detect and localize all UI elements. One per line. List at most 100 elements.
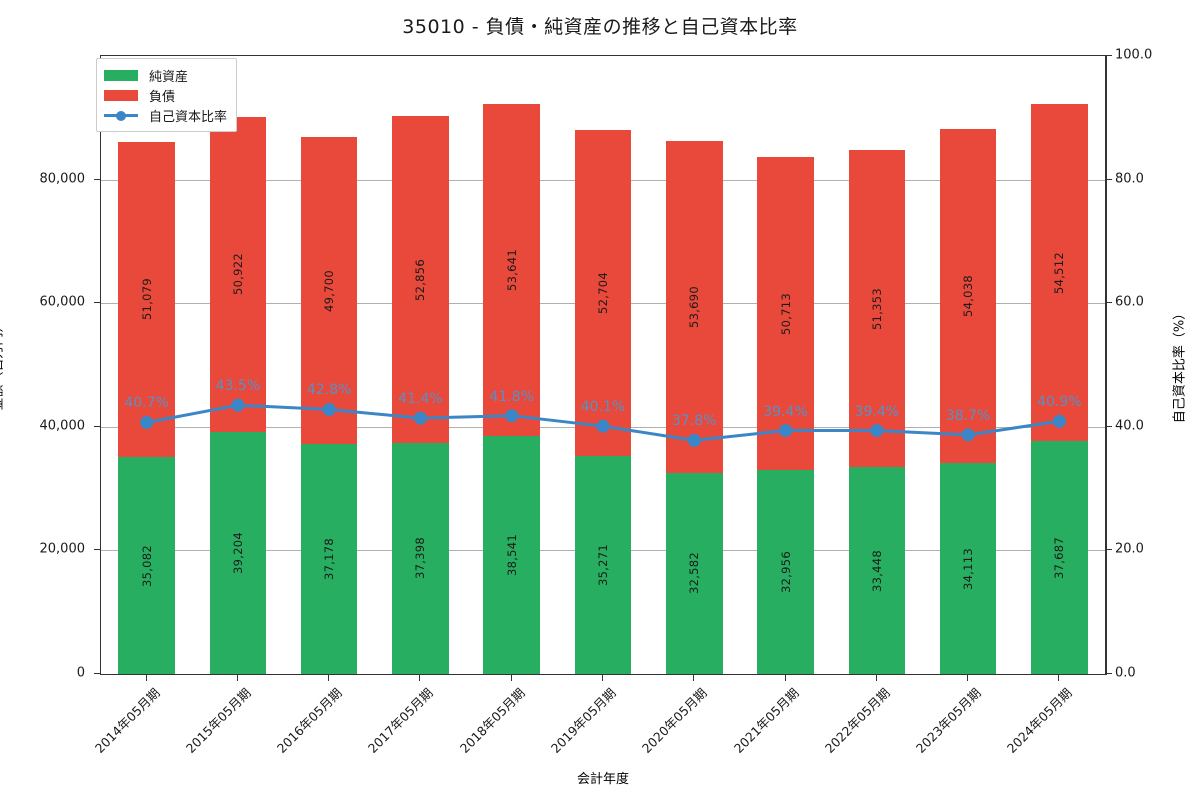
x-axis-tick-label: 2023年05月期 (912, 685, 984, 756)
x-axis-tick-mark (1058, 675, 1060, 681)
x-axis-tick-label: 2024年05月期 (1004, 685, 1076, 756)
x-axis-tick-mark (328, 675, 330, 681)
y-axis-right-tick-mark (1106, 425, 1112, 427)
bar-segment-debt[interactable]: 51,353 (848, 149, 906, 468)
y-axis-right-tick-mark (1106, 549, 1112, 551)
x-axis-tick-label: 2021年05月期 (730, 685, 802, 756)
y-axis-left-label: 金額（百万円） (0, 319, 6, 411)
y-axis-right-tick-label: 60.0 (1115, 294, 1144, 310)
y-axis-left-tick-mark (94, 425, 100, 427)
y-axis-left-tick-mark (94, 178, 100, 180)
bar-segment-equity[interactable]: 34,113 (939, 463, 997, 674)
ratio-data-point[interactable] (596, 419, 610, 433)
plot-area: 35,082 51,079 39,204 50,922 37,178 49,700 37,3… (100, 55, 1106, 675)
legend-item[interactable]: 自己資本比率 (104, 105, 227, 125)
legend-item-label: 自己資本比率 (149, 109, 228, 125)
y-axis-right-tick-label: 0.0 (1115, 665, 1136, 681)
bar-segment-debt[interactable]: 52,856 (392, 116, 449, 443)
x-axis-tick-label: 2020年05月期 (639, 685, 710, 756)
legend-line-icon (104, 110, 138, 121)
x-axis-tick-mark (602, 675, 603, 681)
bar-group[interactable]: 37,687 54,512 (1031, 56, 1088, 674)
bar-group[interactable]: 33,448 51,353 (848, 56, 906, 674)
bar-segment-debt[interactable]: 50,713 (757, 156, 814, 471)
bar-group[interactable]: 37,398 52,856 (392, 56, 449, 674)
x-axis-tick-mark (236, 675, 238, 681)
ratio-data-point[interactable] (413, 411, 427, 425)
bar-segment-equity[interactable]: 37,398 (392, 442, 449, 674)
x-axis-tick-mark (419, 675, 421, 681)
ratio-data-point[interactable] (231, 398, 245, 412)
bar-segment-equity[interactable]: 32,956 (757, 470, 814, 674)
bar-group[interactable]: 35,082 51,079 (118, 56, 175, 674)
bar-segment-debt[interactable]: 54,512 (1031, 104, 1088, 442)
y-axis-right-tick-label: 40.0 (1115, 418, 1144, 434)
y-axis-right-tick-label: 80.0 (1115, 171, 1144, 187)
ratio-data-point[interactable] (505, 409, 519, 423)
legend-item-label: 負債 (149, 89, 176, 105)
bar-segment-equity[interactable]: 37,687 (1031, 441, 1088, 674)
ratio-data-point[interactable] (870, 424, 884, 438)
y-axis-left-tick-label: 0 (76, 665, 85, 681)
x-axis-tick-label: 2018年05月期 (456, 685, 528, 756)
bar-group[interactable]: 35,271 52,704 (574, 56, 632, 674)
ratio-data-point[interactable] (779, 424, 793, 438)
x-axis-label: 会計年度 (576, 772, 630, 787)
bar-segment-equity[interactable]: 33,448 (848, 467, 906, 674)
y-axis-left-tick-label: 40,000 (39, 418, 86, 434)
bar-segment-equity[interactable]: 39,204 (209, 431, 267, 674)
bar-segment-debt[interactable]: 53,641 (483, 104, 540, 436)
bar-segment-equity[interactable]: 35,271 (574, 456, 632, 674)
ratio-data-point[interactable] (961, 428, 975, 442)
ratio-data-point[interactable] (687, 433, 701, 447)
bar-segment-debt[interactable]: 54,038 (939, 129, 997, 464)
legend-item[interactable]: 純資産 (104, 65, 227, 85)
x-axis-tick-mark (875, 675, 877, 681)
bars-layer: 35,082 51,079 39,204 50,922 37,178 49,700 37,3… (101, 56, 1105, 674)
legend-item-label: 純資産 (149, 69, 189, 85)
bar-group[interactable]: 37,178 49,700 (300, 56, 358, 674)
y-axis-left-tick-label: 80,000 (39, 171, 86, 187)
ratio-data-point[interactable] (322, 403, 336, 416)
x-axis-tick-mark (967, 675, 969, 681)
bar-segment-debt[interactable]: 52,704 (574, 130, 632, 457)
chart-legend: 純資産負債自己資本比率 (96, 58, 238, 132)
x-axis-tick-mark (784, 675, 786, 681)
bar-segment-debt[interactable]: 53,690 (665, 140, 723, 473)
legend-swatch-icon (104, 69, 138, 81)
bar-segment-debt[interactable]: 50,922 (209, 117, 267, 432)
y-axis-left-tick-mark (94, 673, 100, 674)
x-axis-tick-label: 2019年05月期 (547, 685, 619, 756)
y-axis-left-tick-mark (94, 549, 100, 551)
y-axis-left-tick-mark (94, 302, 100, 304)
ratio-data-point[interactable] (140, 415, 154, 429)
bar-segment-debt[interactable]: 51,079 (118, 141, 175, 458)
x-axis-tick-label: 2015年05月期 (182, 685, 254, 756)
y-axis-right-label: 自己資本比率（%） (1172, 306, 1188, 424)
bar-group[interactable]: 39,204 50,922 (209, 56, 267, 674)
bar-group[interactable]: 38,541 53,641 (483, 56, 540, 674)
legend-line-marker-icon (116, 110, 126, 121)
ratio-data-point[interactable] (1052, 414, 1066, 428)
x-axis-tick-label: 2014年05月期 (91, 685, 163, 756)
x-axis-tick-label: 2016年05月期 (274, 685, 345, 756)
bar-segment-debt[interactable]: 49,700 (300, 137, 358, 445)
ratio-line-series (140, 398, 1066, 447)
y-axis-left-tick-label: 20,000 (39, 541, 86, 557)
bar-segment-equity[interactable]: 38,541 (483, 435, 540, 674)
bar-segment-equity[interactable]: 37,178 (300, 444, 358, 674)
bar-segment-equity[interactable]: 32,582 (665, 472, 723, 674)
legend-swatch-icon (104, 89, 138, 101)
y-axis-right-tick-label: 20.0 (1115, 541, 1144, 557)
x-axis-tick-label: 2022年05月期 (821, 685, 893, 756)
bar-group[interactable]: 34,113 54,038 (939, 56, 997, 674)
bar-group[interactable]: 32,582 53,690 (665, 56, 723, 674)
legend-item[interactable]: 負債 (104, 85, 227, 105)
x-axis-tick-mark (510, 675, 512, 681)
bar-segment-equity[interactable]: 35,082 (118, 457, 175, 674)
y-axis-right-tick-mark (1106, 178, 1112, 180)
y-axis-right-tick-mark (1106, 302, 1112, 304)
bar-group[interactable]: 32,956 50,713 (757, 56, 814, 674)
y-axis-right-tick-label: 100.0 (1115, 47, 1153, 63)
x-axis-tick-mark (693, 675, 695, 681)
